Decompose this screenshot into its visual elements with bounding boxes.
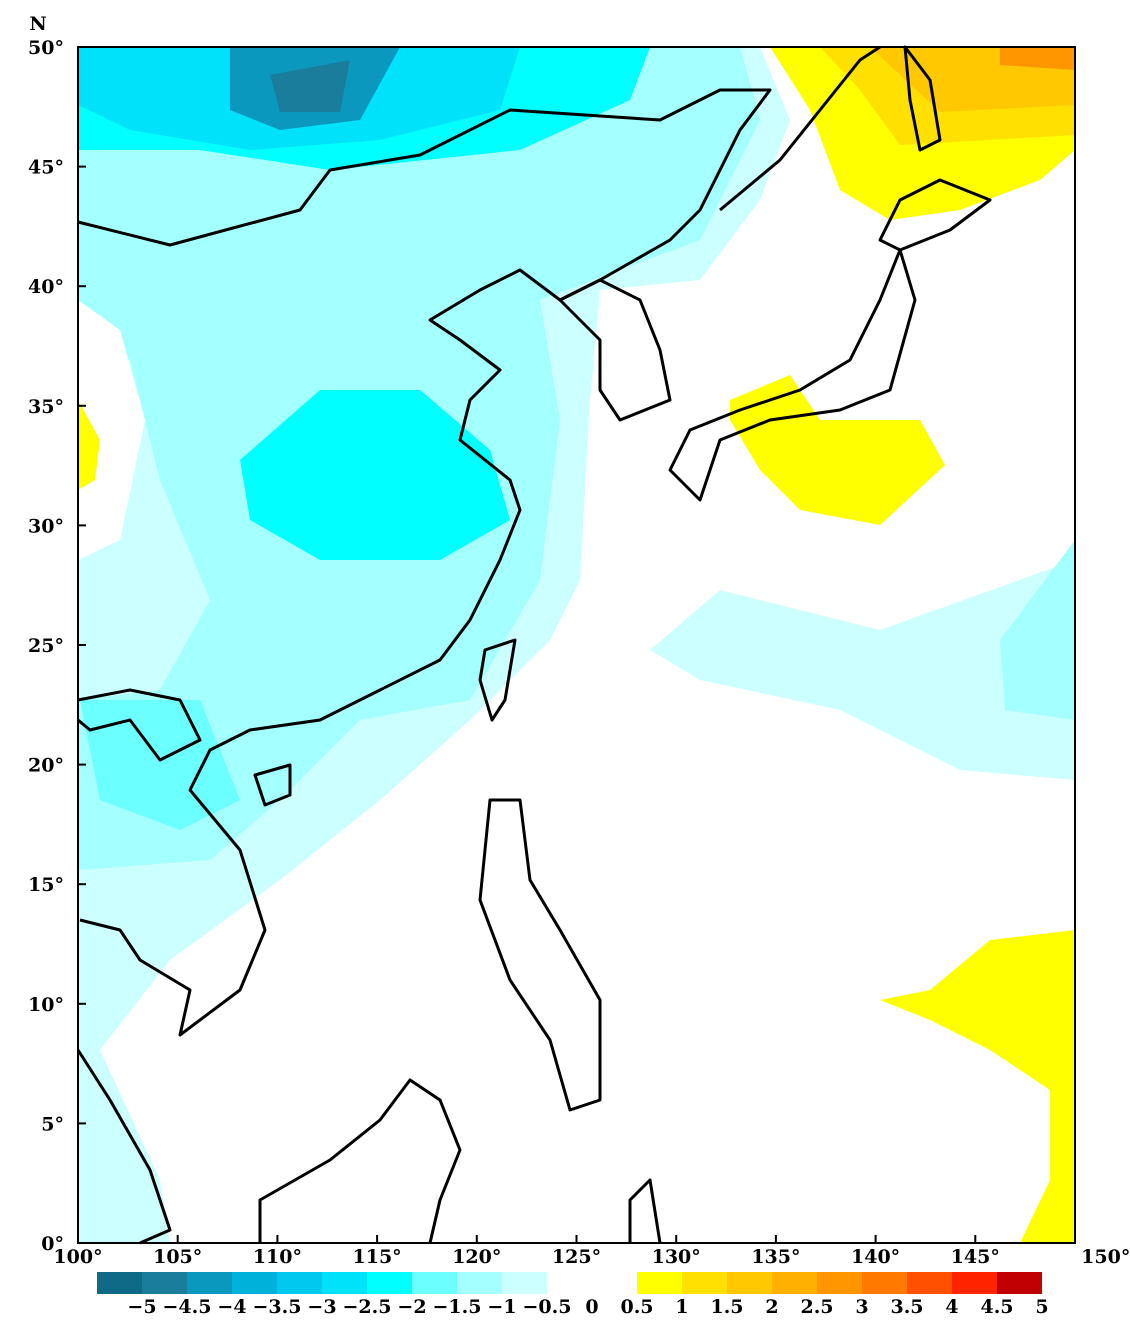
colorbar-swatch [187,1272,232,1294]
x-tick-label: 145° [951,1246,1000,1268]
x-tick-label: 150°E [1081,1246,1130,1268]
y-tick-label: 50° [28,37,64,59]
y-tick-label: 10° [28,994,64,1016]
colorbar-swatch [997,1272,1042,1294]
colorbar-label: −3.5 [253,1296,302,1318]
x-tick-label: 115° [353,1246,402,1268]
colorbar-swatch [682,1272,727,1294]
colorbar-label: −2 [397,1296,426,1318]
colorbar-swatch [457,1272,502,1294]
colorbar-swatch [817,1272,862,1294]
colorbar-swatch [412,1272,457,1294]
colorbar-swatch [637,1272,682,1294]
colorbar-swatch [547,1272,592,1294]
map-field [78,47,1075,1243]
x-tick-label: 120° [452,1246,501,1268]
colorbar-label: 2 [765,1296,778,1318]
colorbar-swatch [142,1272,187,1294]
colorbar-swatch [727,1272,772,1294]
x-tick-label: 110° [253,1246,302,1268]
colorbar-swatch [232,1272,277,1294]
y-tick-label: 40° [28,276,64,298]
y-tick-label: 30° [28,515,64,537]
colorbar-label: 4.5 [980,1296,1013,1318]
colorbar-label: 1.5 [710,1296,743,1318]
colorbar-label: −4.5 [163,1296,212,1318]
colorbar-swatch [322,1272,367,1294]
x-tick-label: 140° [851,1246,900,1268]
colorbar-label: 3.5 [890,1296,923,1318]
colorbar-label: −4 [217,1296,246,1318]
colorbar-label: 1 [675,1296,688,1318]
x-tick-label: 135° [751,1246,800,1268]
colorbar-label: −5 [127,1296,156,1318]
colorbar-swatch [862,1272,907,1294]
colorbar-label: 3 [855,1296,868,1318]
colorbar-label: −1 [487,1296,516,1318]
colorbar-swatch [592,1272,637,1294]
colorbar-label: −0.5 [523,1296,572,1318]
x-tick-label: 100° [53,1246,102,1268]
y-tick-label: 45° [28,157,64,179]
y-tick-label: 15° [28,874,64,896]
y-tick-label: 25° [28,635,64,657]
y-tick-label: 5° [41,1113,64,1135]
colorbar-swatch [97,1272,142,1294]
colorbar-label: 2.5 [800,1296,833,1318]
x-tick-label: 130° [652,1246,701,1268]
coastlines [76,45,992,1245]
y-axis-unit: N [29,13,46,35]
y-tick-label: 20° [28,755,64,777]
colorbar-swatch [952,1272,997,1294]
y-tick-label: 0° [41,1233,64,1255]
colorbar-swatch [502,1272,547,1294]
colorbar-label: −2.5 [343,1296,392,1318]
colorbar-swatch [367,1272,412,1294]
colorbar-label: −1.5 [433,1296,482,1318]
colorbar-label: −3 [307,1296,336,1318]
colorbar-swatch [277,1272,322,1294]
colorbar-swatch [772,1272,817,1294]
x-tick-label: 105° [153,1246,202,1268]
x-tick-label: 125° [552,1246,601,1268]
colorbar-swatch [907,1272,952,1294]
colorbar-label: 0.5 [620,1296,653,1318]
colorbar-label: 5 [1035,1296,1048,1318]
colorbar-label: 0 [585,1296,598,1318]
colorbar-label: 4 [945,1296,958,1318]
y-tick-label: 35° [28,396,64,418]
